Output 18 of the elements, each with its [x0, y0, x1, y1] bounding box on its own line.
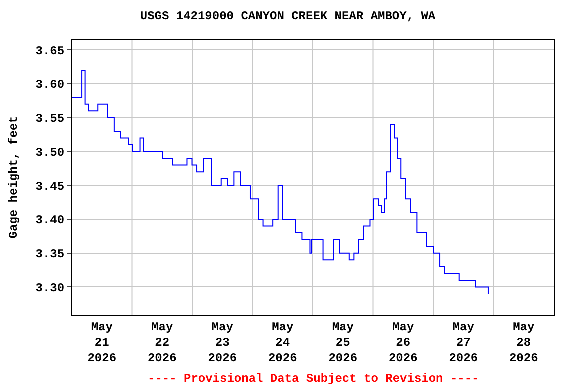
x-tick-label: May 28 2026 — [509, 320, 538, 366]
y-tick-label: 3.35 — [36, 248, 65, 262]
y-tick-label: 3.50 — [36, 146, 65, 160]
y-tick-label: 3.55 — [36, 112, 65, 126]
x-tick-label: May 27 2026 — [449, 320, 478, 366]
y-tick-label: 3.45 — [36, 180, 65, 194]
x-tick-label: May 21 2026 — [88, 320, 117, 366]
y-axis-title: Gage height, feet — [7, 116, 22, 239]
x-tick-label: May 24 2026 — [268, 320, 298, 366]
chart-title: USGS 14219000 CANYON CREEK NEAR AMBOY, WA — [140, 10, 436, 24]
x-tick-label: May 25 2026 — [328, 320, 358, 366]
x-tick-label: May 23 2026 — [208, 320, 238, 366]
x-tick-label: May 22 2026 — [148, 320, 177, 366]
y-tick-label: 3.30 — [36, 281, 65, 296]
y-tick-label: 3.40 — [36, 214, 65, 228]
y-tick-label: 3.65 — [36, 44, 65, 58]
y-tick-label: 3.60 — [36, 78, 65, 92]
x-tick-label: May 26 2026 — [388, 320, 418, 366]
